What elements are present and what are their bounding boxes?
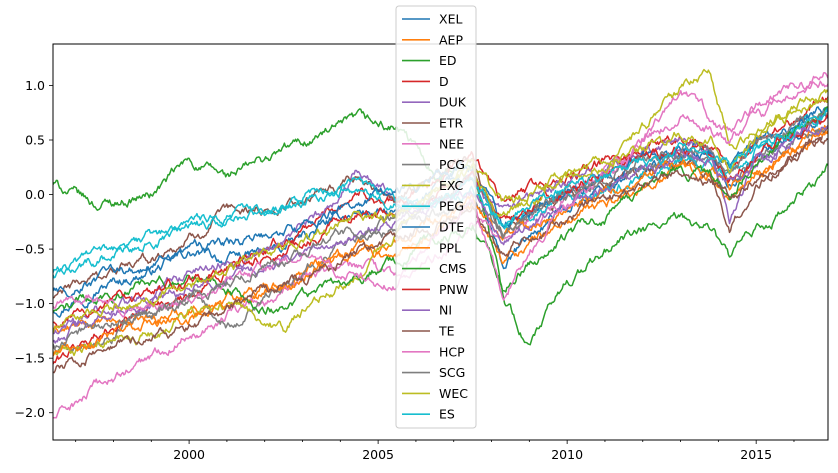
y-tick-label: 1.0 bbox=[25, 78, 45, 93]
legend-label-ni: NI bbox=[439, 303, 452, 318]
legend-label-scg: SCG bbox=[439, 365, 465, 380]
y-tick-label: −2.0 bbox=[15, 405, 45, 420]
legend-label-hcp: HCP bbox=[439, 344, 465, 359]
legend-label-te: TE bbox=[438, 324, 455, 339]
legend-label-duk: DUK bbox=[439, 95, 467, 110]
x-tick-label: 2015 bbox=[740, 447, 772, 462]
legend-label-peg: PEG bbox=[439, 199, 464, 214]
legend-label-d: D bbox=[439, 74, 449, 89]
legend: XEL AEP ED D DUK ETR NEE PCG EXC PEG DTE PPL CMS PNW N… bbox=[395, 5, 477, 429]
x-axis: 2000 2005 2010 2015 bbox=[75, 440, 795, 462]
legend-label-nee: NEE bbox=[439, 136, 464, 151]
legend-label-pnw: PNW bbox=[439, 282, 468, 297]
legend-label-es: ES bbox=[439, 407, 455, 422]
legend-label-exc: EXC bbox=[439, 178, 464, 193]
y-tick-label: 0.5 bbox=[25, 133, 45, 148]
y-axis: 1.0 0.5 0.0 −0.5 −1.0 −1.5 −2.0 bbox=[15, 78, 53, 420]
legend-box bbox=[395, 5, 477, 429]
x-tick-label: 2010 bbox=[551, 447, 583, 462]
legend-label-ed: ED bbox=[439, 53, 457, 68]
legend-label-dte: DTE bbox=[439, 220, 464, 235]
y-tick-label: −1.0 bbox=[15, 296, 45, 311]
legend-label-cms: CMS bbox=[439, 261, 467, 276]
x-tick-label: 2005 bbox=[362, 447, 394, 462]
legend-label-etr: ETR bbox=[439, 116, 464, 131]
y-tick-label: −1.5 bbox=[15, 351, 45, 366]
legend-label-xel: XEL bbox=[439, 12, 462, 27]
legend-label-aep: AEP bbox=[439, 32, 463, 47]
legend-label-wec: WEC bbox=[439, 386, 468, 401]
y-tick-label: −0.5 bbox=[15, 242, 45, 257]
x-tick-label: 2000 bbox=[173, 447, 205, 462]
y-tick-label: 0.0 bbox=[25, 187, 45, 202]
legend-label-ppl: PPL bbox=[439, 240, 461, 255]
legend-label-pcg: PCG bbox=[439, 157, 465, 172]
